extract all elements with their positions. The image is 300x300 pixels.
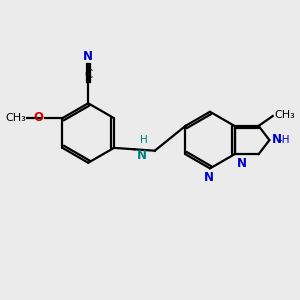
Text: CH₃: CH₃ (274, 110, 295, 120)
Text: N: N (83, 50, 93, 63)
Text: -H: -H (278, 134, 290, 145)
Text: N: N (272, 133, 282, 146)
Text: N: N (204, 171, 214, 184)
Text: N: N (136, 149, 146, 162)
Text: CH₃: CH₃ (5, 113, 26, 123)
Text: O: O (34, 110, 44, 124)
Text: C: C (84, 68, 92, 81)
Text: N: N (237, 157, 248, 170)
Text: H: H (140, 135, 148, 145)
